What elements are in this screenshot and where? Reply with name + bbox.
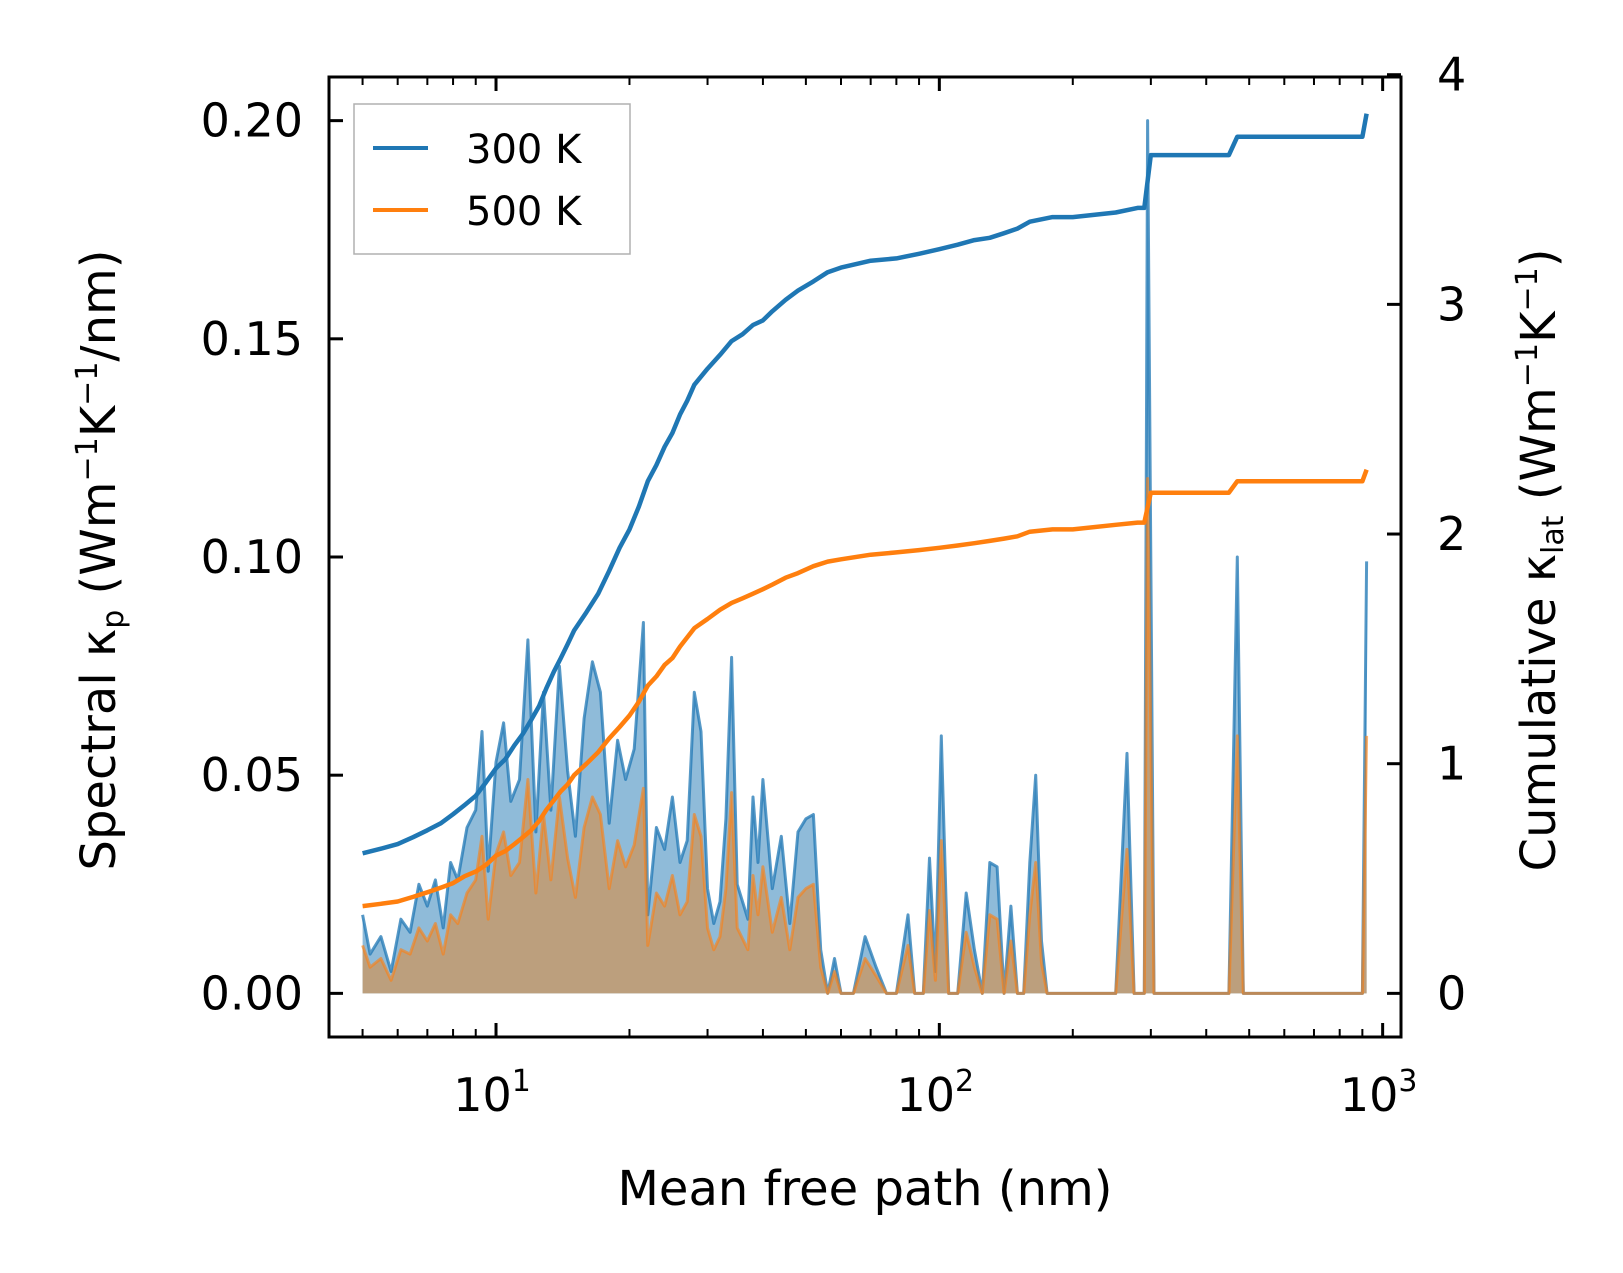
legend-box <box>353 103 631 255</box>
y-right-tick-label: 1 <box>1437 737 1466 791</box>
y-left-tick-label: 0.15 <box>201 312 303 366</box>
y-right-tick-label: 2 <box>1437 507 1466 561</box>
y-left-tick-label: 0.00 <box>201 966 303 1020</box>
y-axis-left-label: Spectral κp (Wm−1K−1/nm) <box>70 250 131 871</box>
spectral-line-300k <box>361 119 1369 995</box>
y-left-label-unit-open: (Wm <box>71 482 127 610</box>
y-right-label-mid: K <box>1511 310 1567 343</box>
x-tick-label-exponent: 2 <box>955 1064 974 1099</box>
x-tick-label: 101 <box>453 1064 531 1122</box>
spectral-line-500k <box>361 477 1369 995</box>
x-tick-label: 102 <box>897 1064 975 1122</box>
y-axis-right-label: Cumulative κlat (Wm−1K−1) <box>1510 249 1571 872</box>
x-major-ticks: 101 102 103 <box>453 77 1417 1122</box>
y-left-label-sup2: −1 <box>70 362 105 406</box>
y-right-label-sup2: −1 <box>1510 267 1545 311</box>
y-right-ticks: 0 1 2 3 4 <box>1387 48 1466 1020</box>
y-left-label-sub: p <box>96 610 131 629</box>
x-axis-label: Mean free path (nm) <box>618 1161 1113 1217</box>
legend: 300 K 500 K <box>353 103 631 255</box>
cumulative-lines <box>362 113 1369 909</box>
spectral-fill-500k <box>361 477 1369 995</box>
x-minor-ticks <box>361 77 1364 1037</box>
y-right-tick-label: 3 <box>1437 277 1466 331</box>
y-left-tick-label: 0.05 <box>201 748 303 802</box>
x-tick-label-base: 10 <box>897 1068 956 1122</box>
y-right-label-sup1: −1 <box>1510 343 1545 387</box>
legend-label-300k: 300 K <box>466 127 583 173</box>
y-left-ticks: 0.00 0.05 0.10 0.15 0.20 <box>201 94 343 1020</box>
x-tick-label: 103 <box>1340 1064 1418 1122</box>
legend-label-500k: 500 K <box>466 189 583 235</box>
y-left-label-sup1: −1 <box>70 437 105 481</box>
y-right-label-main: Cumulative κ <box>1511 554 1567 872</box>
x-tick-label-base: 10 <box>453 1068 512 1122</box>
cumulative-line-300k <box>362 113 1369 856</box>
x-tick-label-exponent: 1 <box>512 1064 531 1099</box>
y-right-label-unit-close: ) <box>1511 249 1567 268</box>
y-right-label-sub: lat <box>1536 515 1571 554</box>
x-tick-label-base: 10 <box>1340 1068 1399 1122</box>
y-left-label-unit-close: /nm) <box>71 250 127 362</box>
y-right-tick-label: 4 <box>1437 48 1466 102</box>
cumulative-line-500k <box>362 468 1369 909</box>
y-left-tick-label: 0.10 <box>201 530 303 584</box>
y-left-label-mid: K <box>71 404 127 437</box>
y-left-label-main: Spectral κ <box>71 629 127 871</box>
y-left-tick-label: 0.20 <box>201 94 303 148</box>
y-right-tick-label: 0 <box>1437 966 1466 1020</box>
x-tick-label-exponent: 3 <box>1398 1064 1417 1099</box>
y-right-label-unit-open: (Wm <box>1511 387 1567 515</box>
